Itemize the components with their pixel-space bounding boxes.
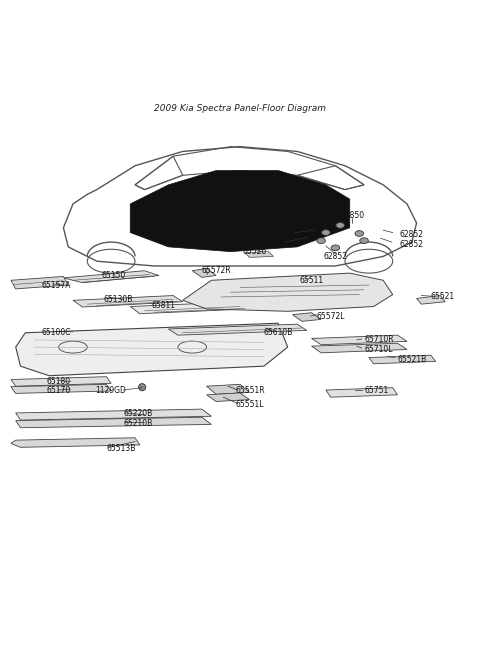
Polygon shape [292, 313, 321, 321]
Polygon shape [206, 393, 250, 401]
Polygon shape [11, 377, 111, 386]
Polygon shape [73, 296, 183, 307]
Text: 65170: 65170 [47, 386, 71, 396]
Polygon shape [11, 276, 68, 289]
Polygon shape [16, 323, 288, 376]
Text: 65751: 65751 [364, 386, 388, 396]
Text: 65572R: 65572R [202, 266, 231, 276]
Ellipse shape [139, 384, 146, 391]
Text: 65180: 65180 [47, 377, 71, 386]
Polygon shape [63, 271, 159, 283]
Text: 65521: 65521 [431, 293, 455, 302]
Text: 65710L: 65710L [364, 345, 393, 354]
Ellipse shape [360, 238, 368, 243]
Polygon shape [130, 302, 250, 314]
Polygon shape [130, 171, 350, 252]
Text: 65551L: 65551L [235, 400, 264, 409]
Text: 65526: 65526 [242, 247, 266, 256]
Text: 65710R: 65710R [364, 335, 394, 344]
Polygon shape [16, 417, 211, 428]
Text: 65511: 65511 [300, 276, 324, 285]
Ellipse shape [317, 238, 325, 243]
Text: 62852: 62852 [324, 252, 348, 261]
Ellipse shape [322, 230, 330, 236]
Ellipse shape [331, 245, 340, 251]
Text: 65157A: 65157A [42, 281, 72, 289]
Text: 65210B: 65210B [123, 419, 152, 428]
Polygon shape [312, 335, 407, 344]
Polygon shape [326, 388, 397, 397]
Polygon shape [192, 268, 216, 277]
Text: 65130B: 65130B [104, 295, 133, 304]
Text: 65513B: 65513B [107, 443, 136, 453]
Text: 65100C: 65100C [42, 328, 72, 337]
Ellipse shape [336, 222, 345, 228]
Text: 62850: 62850 [340, 211, 364, 220]
Text: 62852: 62852 [400, 240, 424, 249]
Text: 65610B: 65610B [264, 328, 293, 337]
Polygon shape [11, 384, 111, 394]
Polygon shape [183, 273, 393, 312]
Polygon shape [11, 438, 140, 447]
Polygon shape [417, 296, 445, 304]
Text: 2009 Kia Spectra Panel-Floor Diagram: 2009 Kia Spectra Panel-Floor Diagram [154, 104, 326, 113]
Polygon shape [206, 384, 250, 394]
Text: 65572L: 65572L [316, 312, 345, 321]
Polygon shape [312, 343, 407, 353]
Text: 62852: 62852 [252, 240, 276, 249]
Text: 65551R: 65551R [235, 386, 265, 396]
Ellipse shape [355, 231, 364, 236]
Polygon shape [16, 409, 211, 420]
Text: 65150: 65150 [101, 271, 126, 280]
Text: 65521B: 65521B [397, 354, 427, 363]
Polygon shape [369, 355, 436, 364]
Text: 65517: 65517 [261, 230, 285, 239]
Text: 1129GD: 1129GD [96, 386, 126, 396]
Polygon shape [168, 324, 307, 335]
Polygon shape [245, 252, 274, 257]
Text: 62852: 62852 [400, 230, 424, 239]
Text: 65811: 65811 [152, 300, 176, 310]
Text: 65220B: 65220B [123, 409, 152, 419]
